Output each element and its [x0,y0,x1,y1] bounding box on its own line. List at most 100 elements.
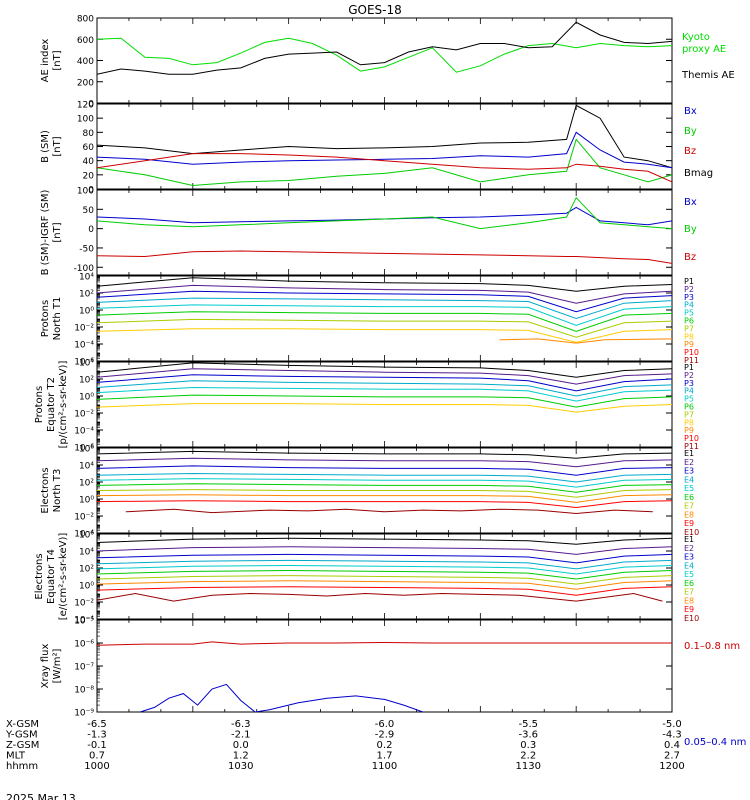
y-tick-label: 10⁰ [79,307,94,317]
series-e9 [97,500,672,509]
x-column-value: 1030 [228,761,253,772]
y-axis-label: B (SM)-IGRF (SM) [40,190,51,276]
x-column-value: -5.0 [662,719,682,730]
series-p6 [97,311,672,332]
legend-item: E4 [684,475,694,484]
panel-4: 10⁻⁶ 10⁻⁴ 10⁻² 10⁰ 10² 10⁴ Protons North T1 P1P2… [40,273,699,368]
legend-item: P7 [684,410,694,419]
legend-item: P1 [684,363,694,372]
series-e1 [97,537,672,545]
x-column-value: 1200 [659,761,684,772]
legend-item: By [684,224,697,235]
y-tick-label: 10⁴ [79,359,94,369]
series-p3 [97,374,672,392]
y-tick-label: 120 [77,101,94,111]
legend-item: P3 [684,293,694,302]
y-tick-label: 10⁶ [79,531,94,541]
legend-item: E2 [684,544,694,553]
x-row-label: MLT [6,751,26,762]
series-by [97,196,672,230]
x-column-value: 2.2 [520,751,536,762]
legend-item: By [684,126,697,137]
y-tick-label: 0 [88,186,94,196]
y-tick-label: 100 [77,187,94,197]
legend-item: E7 [684,502,694,511]
series-by [97,138,672,187]
y-tick-label: 10² [79,376,94,386]
series-p7 [97,403,672,413]
legend-item: Bz [684,146,696,157]
series-e7 [97,489,672,498]
legend-item: P5 [684,395,694,404]
panel-2: 0 20 40 60 80 100 120 B (SM) [nT] Bx By Bz Bmag [40,101,713,196]
legend-item: E10 [684,614,699,623]
series-e5 [97,564,672,575]
y-axis-label: Electrons [40,467,51,513]
date-label: 2025 Mar 13 [6,792,76,800]
legend-item: P6 [684,317,694,326]
series-e3 [97,465,672,476]
y-tick-label: 10⁻⁶ [74,640,94,650]
y-tick-label: 10⁻⁴ [74,341,94,351]
y-axis-label: North T3 [52,469,63,513]
legend-item: E8 [684,596,694,605]
y-axis-label: [nT] [52,222,63,242]
legend-item: P7 [684,324,694,333]
y-tick-label: 400 [77,57,94,67]
y-tick-label: 600 [77,36,94,46]
series-p5 [97,304,672,326]
panel-frame [96,275,673,362]
x-column-value: 0.0 [233,740,249,751]
y-tick-label: 10⁻² [74,324,94,334]
y-tick-label: 10⁻⁶ [74,444,94,454]
legend-item: E3 [684,467,694,476]
x-row-label: hhmm [6,761,38,772]
y-tick-label: -50 [79,244,94,254]
series-e4 [97,559,672,570]
legend-item: P3 [684,379,694,388]
legend-item: E9 [684,519,694,528]
legend-item: P10 [684,434,699,443]
y-tick-label: 10⁻² [74,410,94,420]
y-tick-label: 40 [83,157,95,167]
series-e5 [97,478,672,488]
x-column-value: -2.1 [231,730,251,741]
legend-item: P9 [684,340,694,349]
series-themis-ae [97,21,672,75]
legend-item: E6 [684,579,694,588]
y-tick-label: 80 [83,129,95,139]
legend-item: E5 [684,570,694,579]
series-e2 [97,457,672,468]
x-column-value: -2.9 [375,730,395,741]
panel-7: 10⁻⁴ 10⁻² 10⁰ 10² 10⁴ 10⁶ Electrons Equator T4[… [34,531,699,626]
legend-item: P4 [684,387,694,396]
legend-item: P2 [684,371,694,380]
x-column-value: -6.0 [375,719,395,730]
plot-title: GOES-18 [348,3,402,17]
y-tick-label: 800 [77,15,94,25]
y-tick-label: 10⁴ [79,273,94,283]
y-tick-label: 200 [77,78,94,88]
x-column-value: 0.7 [89,751,105,762]
legend-item: Bx [684,197,697,208]
y-tick-label: -100 [74,264,95,274]
legend-item: P1 [684,277,694,286]
legend-item: E5 [684,484,694,493]
legend-item: Themis AE [681,70,735,81]
panel-5: 10⁻⁶ 10⁻⁴ 10⁻² 10⁰ 10² 10⁴ Protons Equator T2 [p… [34,359,699,454]
x-column-value: -5.5 [518,719,538,730]
legend-item: P11 [684,356,699,365]
x-column-value: -0.1 [87,740,107,751]
y-tick-label: 10⁻⁷ [74,663,94,673]
legend-item: 0.05–0.4 nm [684,737,746,748]
legend-item: Bx [684,106,697,117]
series-e1 [97,450,672,459]
panel-frame [96,17,673,104]
legend-item: P4 [684,301,694,310]
series-p8 [97,328,672,343]
y-tick-label: 0 [88,100,94,110]
